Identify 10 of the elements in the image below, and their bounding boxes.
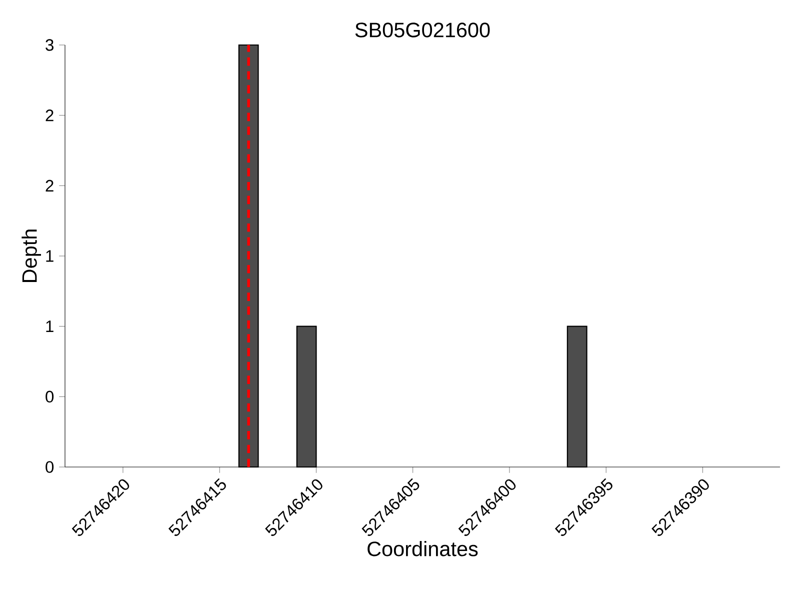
y-tick-label: 2 <box>46 110 54 122</box>
y-axis-title: Depth <box>22 230 41 282</box>
x-axis-title: Coordinates <box>368 541 478 556</box>
y-tick-label: 3 <box>46 39 54 51</box>
y-tick-label: 0 <box>46 390 54 403</box>
y-tick-label: 0 <box>46 461 54 473</box>
y-tick-label: 1 <box>46 250 54 262</box>
y-tick-label: 1 <box>46 320 54 332</box>
y-tick-label: 2 <box>46 180 54 192</box>
chart-title: SB05G021600 <box>355 22 490 38</box>
